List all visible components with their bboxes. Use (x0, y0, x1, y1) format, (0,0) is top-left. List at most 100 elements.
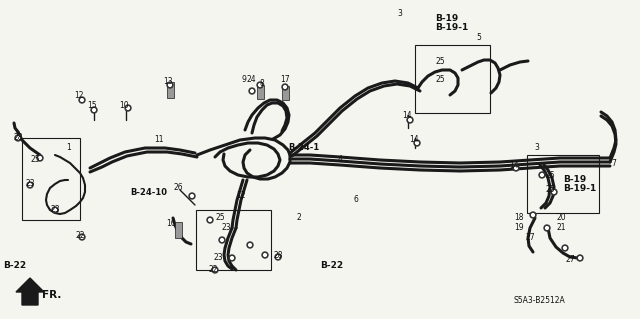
Text: B-24-1: B-24-1 (288, 143, 319, 152)
Text: 12: 12 (74, 91, 84, 100)
Circle shape (532, 214, 534, 216)
Text: 10: 10 (119, 100, 129, 109)
Circle shape (29, 184, 31, 186)
Circle shape (579, 257, 581, 259)
Text: 25: 25 (215, 213, 225, 222)
Bar (196, 210, 271, 270)
Circle shape (93, 109, 95, 111)
Text: 16: 16 (166, 219, 176, 227)
Text: 23: 23 (50, 205, 60, 214)
Text: 2: 2 (296, 212, 301, 221)
Circle shape (209, 219, 211, 221)
Text: B-22: B-22 (320, 261, 343, 270)
Bar (166, 82, 173, 98)
Text: 9: 9 (241, 76, 246, 85)
Circle shape (541, 174, 543, 176)
Bar (282, 86, 289, 100)
Circle shape (191, 195, 193, 197)
Circle shape (546, 227, 548, 229)
Text: 27: 27 (565, 256, 575, 264)
Text: 25: 25 (435, 76, 445, 85)
Circle shape (219, 237, 225, 243)
Circle shape (264, 254, 266, 256)
Circle shape (276, 256, 279, 258)
Circle shape (409, 119, 412, 121)
Text: 15: 15 (87, 100, 97, 109)
Circle shape (251, 90, 253, 92)
Circle shape (207, 217, 213, 223)
Text: S5A3-B2512A: S5A3-B2512A (513, 296, 564, 305)
Circle shape (54, 209, 56, 211)
Text: 14: 14 (409, 135, 419, 144)
Text: 22: 22 (76, 231, 84, 240)
Circle shape (212, 267, 218, 273)
Circle shape (247, 242, 253, 248)
Circle shape (249, 88, 255, 94)
Bar (175, 222, 182, 238)
Text: 12: 12 (236, 190, 246, 199)
Text: 23: 23 (25, 179, 35, 188)
Bar (527, 155, 599, 213)
Circle shape (282, 84, 288, 90)
Text: 17: 17 (280, 76, 290, 85)
Text: 21: 21 (556, 224, 566, 233)
Circle shape (38, 157, 42, 160)
Text: 18: 18 (515, 213, 524, 222)
Bar (22, 138, 80, 220)
Polygon shape (16, 278, 44, 305)
Text: 14: 14 (402, 110, 412, 120)
Circle shape (275, 254, 281, 260)
Circle shape (553, 191, 556, 193)
Text: 20: 20 (556, 213, 566, 222)
Text: B-22: B-22 (3, 261, 26, 270)
Circle shape (407, 117, 413, 123)
Circle shape (551, 189, 557, 195)
Text: 1: 1 (67, 144, 72, 152)
Circle shape (539, 172, 545, 178)
Text: 3: 3 (534, 143, 540, 152)
Circle shape (81, 236, 83, 238)
Text: B-19-1: B-19-1 (563, 184, 596, 193)
Circle shape (189, 193, 195, 199)
Bar (257, 85, 264, 99)
Text: B-19-1: B-19-1 (435, 23, 468, 32)
Text: 24: 24 (246, 76, 256, 85)
Circle shape (214, 269, 216, 271)
Text: 7: 7 (612, 159, 616, 167)
Circle shape (125, 105, 131, 111)
Circle shape (229, 255, 235, 261)
Circle shape (564, 247, 566, 249)
Circle shape (414, 140, 420, 146)
Circle shape (167, 82, 173, 88)
Text: B-19: B-19 (435, 14, 458, 23)
Text: 22: 22 (208, 265, 218, 275)
Text: 28: 28 (13, 132, 23, 142)
Text: FR.: FR. (42, 290, 61, 300)
Circle shape (169, 84, 172, 86)
Circle shape (513, 165, 519, 171)
Circle shape (37, 155, 43, 161)
Text: 25: 25 (435, 57, 445, 66)
Text: 19: 19 (514, 224, 524, 233)
Text: 4: 4 (337, 155, 342, 165)
Circle shape (127, 107, 129, 109)
Circle shape (230, 257, 234, 259)
Circle shape (79, 97, 85, 103)
Circle shape (52, 207, 58, 213)
Text: 25: 25 (545, 170, 555, 180)
Circle shape (91, 107, 97, 113)
Text: B-19: B-19 (563, 175, 586, 184)
Bar (415, 45, 490, 113)
Circle shape (27, 182, 33, 188)
Text: 8: 8 (260, 79, 264, 88)
Text: 3: 3 (397, 9, 403, 18)
Text: 6: 6 (353, 196, 358, 204)
Text: 23: 23 (213, 254, 223, 263)
Circle shape (415, 142, 419, 145)
Circle shape (544, 225, 550, 231)
Text: 5: 5 (477, 33, 481, 41)
Circle shape (262, 252, 268, 258)
Circle shape (221, 239, 223, 241)
Text: 23: 23 (221, 224, 231, 233)
Circle shape (249, 244, 252, 246)
